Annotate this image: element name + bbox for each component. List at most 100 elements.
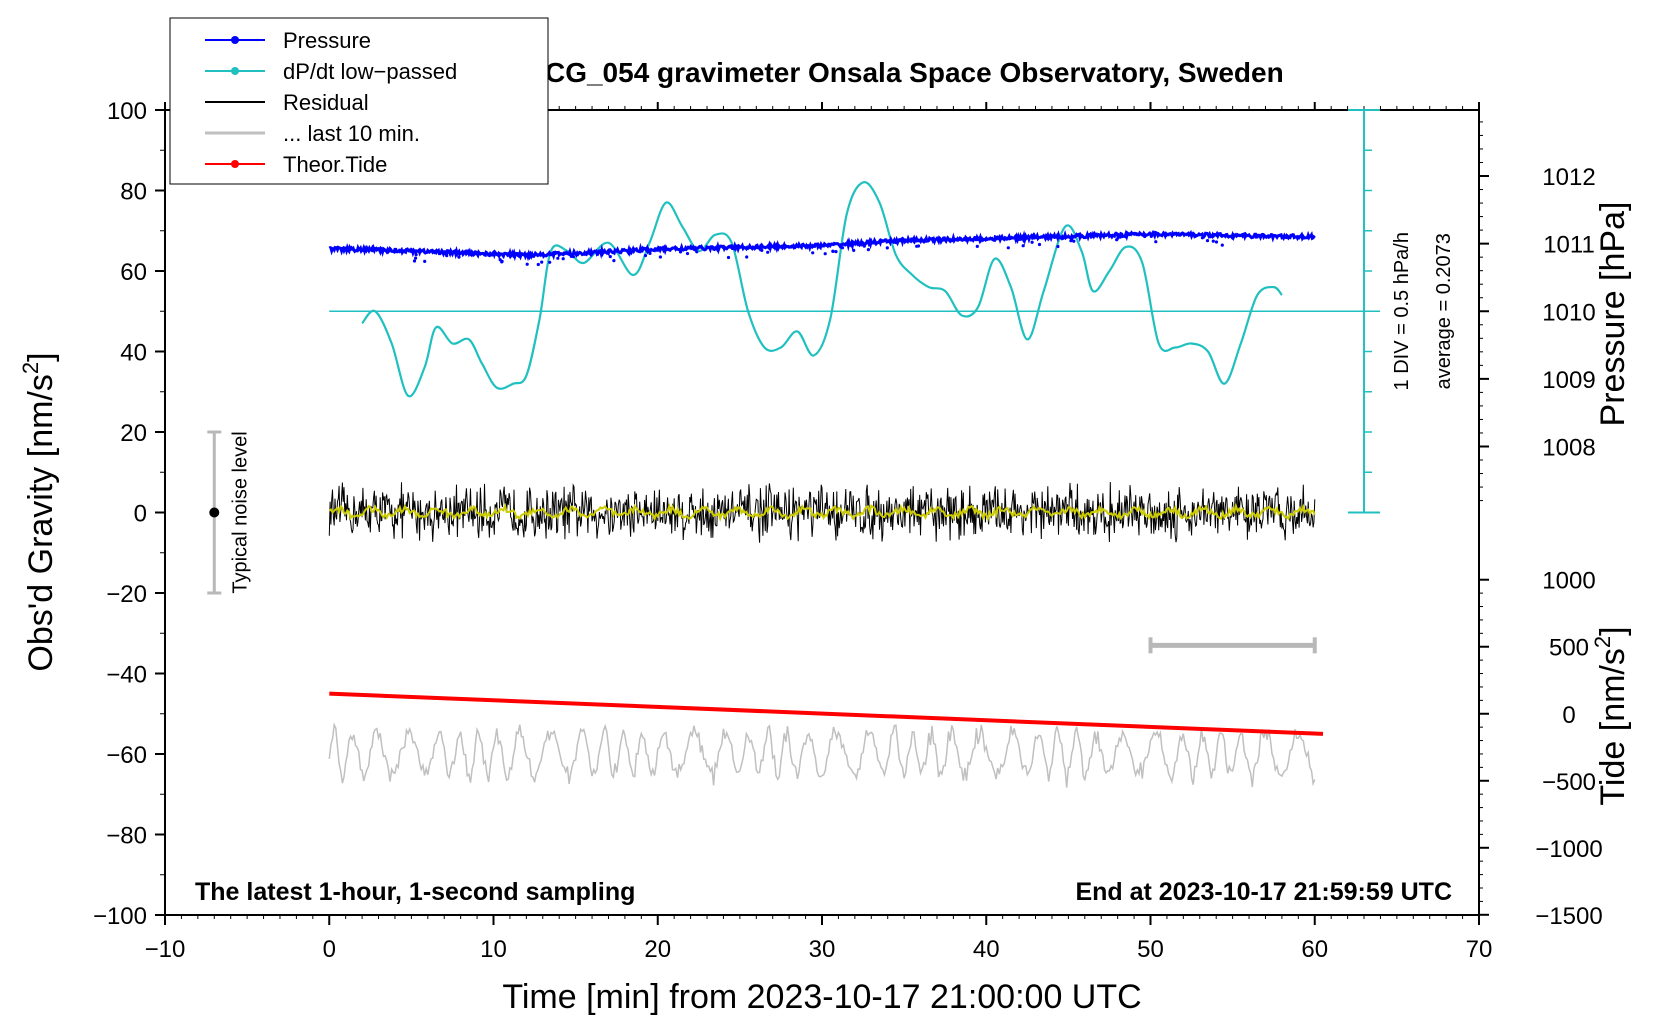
- y-axis-label-pressure: Pressure [hPa]: [1594, 202, 1632, 427]
- x-tick-label: 60: [1301, 936, 1328, 963]
- x-tick-label: 20: [644, 936, 671, 963]
- x-tick-label: 70: [1466, 936, 1493, 963]
- pressure-point: [556, 256, 560, 260]
- pressure-point: [885, 246, 889, 250]
- pressure-point: [1056, 244, 1060, 249]
- series-group: [328, 181, 1324, 788]
- note-right: End at 2023-10-17 21:59:59 UTC: [1075, 878, 1452, 906]
- pressure-point: [414, 256, 418, 260]
- dpdt-average-label: average = 0.2073: [1433, 233, 1455, 389]
- pressure-axis-ticks: 1012 1011 1010 1009 1008: [1479, 121, 1596, 502]
- pressure-point: [745, 255, 749, 259]
- note-left: The latest 1-hour, 1-second sampling: [195, 878, 635, 906]
- x-axis-ticks: −10 0 10 20 30 40 50 60 70: [145, 102, 1493, 963]
- x-axis-label: Time [min] from 2023-10-17 21:00:00 UTC: [502, 978, 1141, 1016]
- y-tick-label: −20: [106, 581, 147, 608]
- pressure-point: [1214, 240, 1219, 244]
- pressure-point: [831, 249, 835, 253]
- pressure-point: [915, 244, 919, 248]
- pressure-point: [612, 259, 616, 263]
- pressure-point: [457, 255, 461, 259]
- pressure-point: [423, 259, 427, 263]
- y-tick-label: 100: [107, 98, 147, 125]
- y-tick-label: −40: [106, 662, 147, 689]
- legend-label: Theor.Tide: [283, 152, 387, 177]
- legend: Pressure dP/dt low−passed Residual ... last…: [169, 17, 549, 185]
- pressure-point: [658, 255, 663, 259]
- pressure-tick-label: 1012: [1542, 164, 1595, 191]
- pressure-point: [1200, 236, 1204, 240]
- dpdt-line: [361, 181, 1283, 398]
- y-axis-label-left-main: Obs'd Gravity [nm/s: [22, 374, 60, 671]
- dpdt-scale: 1 DIV = 0.5 hPa/h average = 0.2073: [329, 109, 1455, 514]
- pressure-point: [540, 260, 544, 264]
- legend-items: Pressure dP/dt low−passed Residual ... last…: [205, 28, 457, 177]
- theor-tide-line: [329, 691, 1324, 736]
- legend-label: Pressure: [283, 28, 371, 53]
- pressure-point: [569, 254, 573, 258]
- pressure-point: [1143, 234, 1147, 239]
- y-tick-label: 80: [120, 179, 147, 206]
- pressure-tick-label: 1009: [1542, 367, 1595, 394]
- y-tick-label: 0: [134, 501, 147, 528]
- pressure-point: [1205, 239, 1210, 243]
- pressure-point: [536, 262, 540, 267]
- pressure-point: [866, 248, 871, 252]
- y-axis-ticks: 100 80 60 40 20 0 −20 −40 −60 −80 −100: [93, 98, 165, 930]
- y-tick-label: 60: [120, 259, 147, 286]
- tide-tick-label: 1000: [1542, 568, 1595, 595]
- pressure-point: [1069, 239, 1073, 243]
- tide-tick-label: −1000: [1535, 836, 1602, 863]
- pressure-point: [596, 252, 600, 256]
- pressure-point: [840, 246, 845, 250]
- legend-swatch-marker: [231, 67, 239, 75]
- pressure-point: [1220, 243, 1224, 247]
- pressure-point: [823, 252, 827, 256]
- y-tick-label: −100: [93, 903, 147, 930]
- pressure-point: [548, 260, 552, 264]
- y-axis-label-left-sup: 2: [18, 362, 43, 374]
- pressure-point: [1211, 239, 1215, 243]
- noise-bar-center-dot: [209, 507, 220, 518]
- pressure-point: [726, 255, 731, 260]
- pressure-line: [328, 229, 1316, 262]
- pressure-point: [1116, 236, 1120, 240]
- residual-smoothed-line: [328, 502, 1316, 523]
- pressure-tick-label: 1008: [1542, 434, 1595, 461]
- pressure-point: [1037, 242, 1042, 247]
- y-tick-label: 20: [120, 420, 147, 447]
- y-tick-label: 40: [120, 340, 147, 367]
- pressure-tick-label: 1011: [1543, 232, 1595, 259]
- pressure-point: [852, 248, 856, 252]
- pressure-point: [1154, 240, 1158, 244]
- tide-tick-label: 500: [1549, 635, 1589, 662]
- y-axis-label-tide-main: Tide [nm/s: [1594, 648, 1632, 805]
- pressure-point: [1149, 234, 1153, 238]
- pressure-point: [500, 260, 504, 264]
- pressure-point: [760, 248, 764, 252]
- tide-axis-ticks: 1000 500 0 −500 −1000 −1500: [1479, 568, 1603, 930]
- pressure-point: [834, 250, 838, 254]
- pressure-point: [608, 255, 612, 259]
- tide-tick-label: −1500: [1535, 903, 1602, 930]
- pressure-point: [643, 253, 648, 258]
- pressure-point: [525, 262, 529, 266]
- y-axis-label-tide: Tide [nm/s2]: [1590, 626, 1632, 805]
- pressure-point: [648, 251, 652, 255]
- legend-label: dP/dt low−passed: [283, 59, 457, 84]
- y-axis-label-tide-end: ]: [1594, 626, 1632, 635]
- y-axis-label-tide-sup: 2: [1590, 636, 1615, 648]
- extras-group: Typical noise level: [207, 430, 1317, 654]
- legend-swatch-marker: [231, 160, 239, 168]
- pressure-point: [414, 253, 418, 257]
- tide-tick-label: 0: [1562, 702, 1575, 729]
- x-tick-label: 50: [1137, 936, 1164, 963]
- pressure-point: [561, 257, 565, 261]
- pressure-point: [1006, 246, 1010, 250]
- pressure-point: [975, 244, 979, 248]
- residual-line: [328, 481, 1316, 543]
- legend-label: Residual: [283, 90, 369, 115]
- pressure-point: [678, 250, 683, 254]
- pressure-point: [445, 254, 449, 258]
